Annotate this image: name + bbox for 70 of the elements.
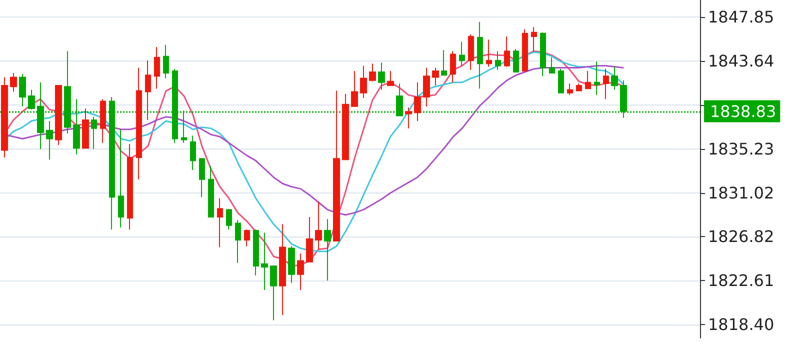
candlestick bbox=[576, 82, 582, 92]
candlestick bbox=[199, 158, 205, 198]
candlestick bbox=[226, 209, 232, 230]
candlestick bbox=[100, 98, 106, 144]
y-tick-label: 1847.85 bbox=[708, 8, 774, 27]
y-tick-label: 1818.40 bbox=[708, 314, 774, 334]
candlestick bbox=[611, 66, 618, 90]
candlestick bbox=[504, 36, 510, 68]
candlestick bbox=[82, 108, 89, 149]
candlestick bbox=[414, 82, 421, 122]
y-tick-label: 1835.23 bbox=[708, 139, 774, 158]
candlestick bbox=[154, 46, 160, 90]
candlestick bbox=[585, 70, 591, 90]
candlestick bbox=[279, 224, 286, 316]
candlestick bbox=[531, 26, 537, 52]
candlestick bbox=[190, 135, 196, 171]
candlestick bbox=[208, 165, 214, 218]
candlestick bbox=[333, 90, 340, 242]
candlestick bbox=[459, 41, 465, 66]
candlestick bbox=[297, 253, 304, 291]
candlestick bbox=[288, 246, 295, 284]
candlestick bbox=[91, 116, 97, 150]
candlestick bbox=[513, 48, 519, 72]
candlestick bbox=[324, 218, 331, 282]
candlestick bbox=[549, 56, 555, 74]
candlestick bbox=[127, 143, 133, 230]
candlestick bbox=[387, 70, 394, 86]
candlestick bbox=[558, 68, 564, 94]
candlestick bbox=[28, 89, 35, 110]
y-tick-label: 1822.61 bbox=[708, 271, 774, 290]
candlestick bbox=[477, 21, 483, 90]
candlestick bbox=[567, 82, 573, 96]
candlestick bbox=[351, 70, 358, 107]
candlestick bbox=[270, 266, 277, 321]
candlestick bbox=[360, 65, 367, 99]
candlestick bbox=[118, 128, 124, 228]
candlestick bbox=[10, 72, 17, 92]
candlestick bbox=[405, 106, 412, 129]
candlestick bbox=[261, 232, 268, 291]
candlestick bbox=[441, 50, 447, 76]
candlestick bbox=[136, 67, 142, 180]
candlestick bbox=[235, 220, 241, 264]
candlestick bbox=[540, 32, 546, 77]
y-tick-label: 1831.02 bbox=[708, 183, 774, 202]
candlestick bbox=[244, 229, 250, 247]
candlestick bbox=[423, 67, 430, 107]
candlestick bbox=[486, 39, 492, 68]
y-tick-label: 1843.64 bbox=[708, 52, 774, 71]
candlestick bbox=[450, 50, 456, 83]
candlestick bbox=[19, 74, 26, 107]
candlestick bbox=[378, 62, 385, 90]
candlestick bbox=[217, 198, 223, 248]
candlestick bbox=[594, 61, 600, 96]
ref-line-label: 1838.83 bbox=[710, 102, 776, 121]
candlestick bbox=[522, 28, 528, 72]
candlestick bbox=[46, 120, 53, 160]
candlestick bbox=[432, 67, 439, 86]
candlestick bbox=[603, 68, 609, 100]
candlestick bbox=[145, 60, 151, 120]
candlestick bbox=[315, 200, 322, 250]
candlestick bbox=[306, 216, 313, 262]
candlestick bbox=[468, 34, 474, 70]
candlestick bbox=[253, 229, 259, 276]
candlestick bbox=[163, 44, 169, 79]
candlestick bbox=[495, 50, 501, 70]
y-tick-label: 1826.82 bbox=[708, 227, 774, 246]
candlestick bbox=[369, 63, 376, 82]
candlestick bbox=[55, 85, 62, 146]
candlestick bbox=[342, 93, 349, 160]
candlestick bbox=[1, 76, 8, 158]
